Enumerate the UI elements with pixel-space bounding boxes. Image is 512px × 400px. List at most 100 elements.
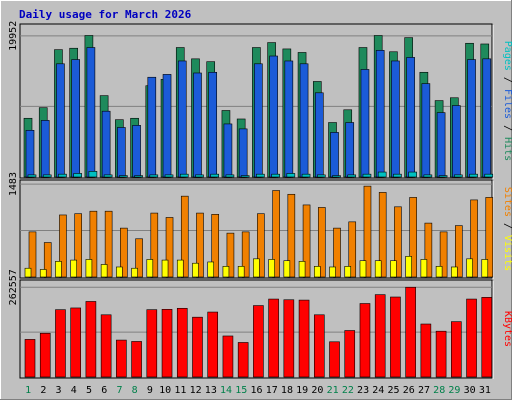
x-tick-25: 25: [388, 385, 400, 396]
bar-visits-15: [241, 231, 250, 278]
bar-pages-7: [119, 175, 128, 178]
x-tick-11: 11: [174, 385, 186, 396]
bar-visits-10: [165, 217, 174, 278]
bar-files-21: [330, 132, 339, 178]
bar-visits-22: [348, 221, 357, 278]
bar-sites-19: [298, 261, 306, 278]
bar-files-12: [193, 72, 202, 178]
bar-files-5: [86, 47, 96, 178]
chart-title: Daily usage for March 2026: [19, 8, 192, 21]
x-tick-4: 4: [71, 385, 77, 396]
legend-entry-visits-sites-0: Sites: [502, 187, 512, 217]
bar-kbytes-28: [435, 330, 447, 378]
bar-files-1: [25, 130, 35, 178]
bar-pages-6: [103, 174, 113, 178]
bar-pages-10: [164, 174, 174, 178]
x-tick-22: 22: [342, 385, 354, 396]
legend-entry-hits-files-pages-4: Hits: [502, 137, 512, 161]
bar-kbytes-16: [253, 305, 264, 378]
x-tick-10: 10: [159, 385, 171, 396]
bar-visits-23: [363, 185, 372, 278]
bar-kbytes-5: [85, 301, 97, 378]
bar-pages-30: [469, 173, 478, 178]
bar-sites-6: [100, 264, 108, 278]
x-tick-2: 2: [40, 385, 46, 396]
bar-kbytes-17: [268, 298, 279, 378]
bar-kbytes-9: [146, 309, 158, 378]
bar-kbytes-27: [420, 323, 432, 378]
bar-sites-13: [207, 261, 215, 278]
x-tick-13: 13: [205, 385, 217, 396]
bar-files-27: [421, 83, 431, 178]
bar-pages-27: [423, 174, 433, 178]
bar-kbytes-24: [374, 294, 386, 378]
bar-visits-17: [272, 190, 280, 278]
bar-sites-14: [222, 266, 230, 278]
bar-files-30: [467, 59, 476, 178]
bar-files-2: [40, 120, 50, 178]
x-tick-1: 1: [25, 385, 31, 396]
bar-files-8: [132, 125, 141, 178]
bar-visits-11: [180, 195, 189, 278]
bar-pages-17: [271, 173, 280, 178]
bar-sites-28: [435, 266, 443, 278]
x-tick-27: 27: [418, 385, 430, 396]
bar-files-28: [436, 112, 446, 178]
bar-files-29: [452, 105, 461, 178]
bar-sites-2: [39, 269, 47, 278]
x-tick-26: 26: [403, 385, 415, 396]
bar-files-16: [254, 63, 263, 178]
x-tick-5: 5: [86, 385, 92, 396]
bar-pages-21: [332, 175, 341, 178]
bar-visits-5: [89, 210, 98, 278]
bar-files-23: [360, 69, 370, 178]
bar-kbytes-3: [55, 309, 66, 378]
bar-files-22: [345, 122, 355, 178]
bar-sites-11: [176, 259, 184, 278]
x-tick-16: 16: [250, 385, 262, 396]
bar-visits-25: [394, 206, 402, 278]
legend-kbytes: KBytes: [502, 311, 512, 347]
bar-kbytes-10: [161, 309, 173, 378]
bar-sites-25: [390, 260, 397, 278]
bar-visits-31: [485, 197, 494, 278]
bar-sites-31: [481, 259, 489, 278]
bar-pages-5: [88, 171, 98, 178]
x-tick-24: 24: [372, 385, 384, 396]
legend-entry-hits-files-pages-0: Pages: [502, 41, 512, 71]
bar-pages-31: [484, 173, 494, 178]
bar-kbytes-14: [222, 335, 234, 378]
bar-visits-12: [196, 212, 204, 278]
bar-visits-21: [333, 227, 341, 278]
max-label-kbytes: 262557: [8, 269, 19, 305]
bar-files-6: [101, 110, 111, 178]
bar-visits-6: [104, 210, 113, 278]
bar-kbytes-4: [70, 307, 81, 378]
bar-visits-30: [470, 199, 478, 278]
bar-sites-27: [420, 259, 428, 278]
bar-kbytes-13: [207, 311, 219, 378]
bar-files-31: [482, 58, 492, 178]
bar-pages-14: [225, 174, 235, 178]
bar-pages-23: [362, 173, 372, 178]
bar-sites-12: [192, 262, 199, 278]
bar-files-9: [147, 76, 157, 178]
bar-visits-28: [439, 231, 448, 278]
bar-pages-22: [347, 174, 357, 178]
bar-pages-8: [134, 175, 143, 178]
bar-files-7: [117, 127, 126, 178]
bar-kbytes-11: [176, 307, 188, 378]
bar-sites-9: [146, 259, 154, 278]
bar-kbytes-1: [24, 339, 36, 378]
bar-files-25: [391, 60, 400, 178]
chart-panels: 19952 Pages / Files / Hits 1483 Sites / Vis…: [8, 21, 512, 379]
bar-kbytes-30: [466, 298, 477, 378]
bar-kbytes-25: [390, 296, 401, 378]
bar-kbytes-31: [481, 297, 493, 378]
bar-visits-1: [28, 231, 37, 278]
bar-pages-2: [42, 174, 52, 178]
bar-pages-19: [301, 173, 311, 178]
x-tick-28: 28: [433, 385, 445, 396]
x-tick-15: 15: [235, 385, 247, 396]
bar-sites-4: [70, 259, 77, 278]
